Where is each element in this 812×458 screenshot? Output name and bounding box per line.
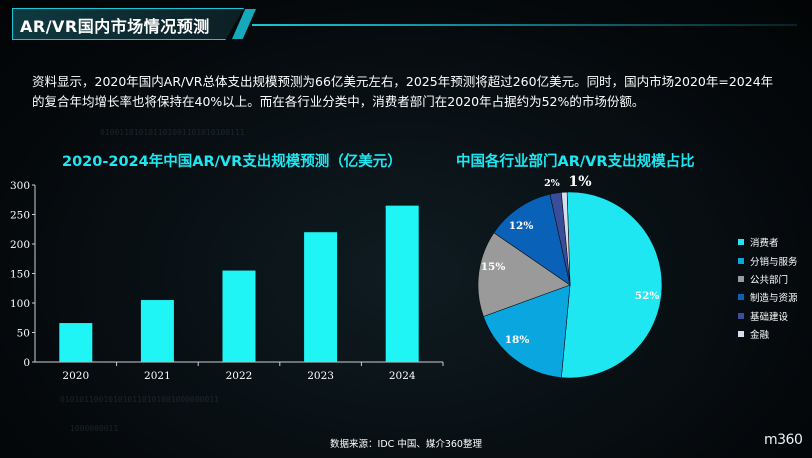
pie-data-label: 12% bbox=[509, 220, 534, 232]
bar-2021 bbox=[140, 300, 174, 362]
legend-label: 消费者 bbox=[750, 238, 779, 250]
legend-swatch bbox=[738, 275, 744, 282]
bar-chart-title: 2020-2024年中国AR/VR支出规模预测（亿美元） bbox=[62, 154, 402, 170]
legend-swatch bbox=[738, 257, 744, 264]
y-tick-label: 0 bbox=[23, 357, 30, 369]
y-tick-label: 50 bbox=[17, 328, 30, 340]
y-tick-label: 250 bbox=[10, 210, 30, 222]
pie-data-label: 52% bbox=[635, 290, 660, 302]
y-tick-label: 100 bbox=[10, 298, 30, 310]
bar-2022 bbox=[222, 270, 256, 362]
bar-2023 bbox=[304, 232, 338, 362]
x-tick-label: 2021 bbox=[144, 370, 171, 382]
legend-swatch bbox=[738, 294, 744, 301]
background-binary-text: 010011010101101001101010100111 bbox=[100, 128, 245, 137]
pie-chart-title: 中国各行业部门AR/VR支出规模占比 bbox=[456, 154, 695, 170]
pie-slice-3 bbox=[493, 193, 571, 286]
x-tick-label: 2023 bbox=[307, 370, 334, 382]
bar-2024 bbox=[385, 205, 419, 362]
legend-label: 公共部门 bbox=[750, 274, 789, 286]
pie-data-label: 1% bbox=[568, 174, 591, 190]
title-accent-line bbox=[252, 24, 797, 26]
pie-slice-1 bbox=[483, 284, 571, 378]
legend-item: 基础建设 bbox=[738, 307, 798, 325]
pie-slice-5 bbox=[561, 191, 571, 286]
legend-item: 公共部门 bbox=[738, 270, 798, 288]
legend-item: 金融 bbox=[738, 325, 798, 343]
brand-logo: m360 bbox=[764, 432, 803, 448]
legend-item: 消费者 bbox=[738, 233, 798, 251]
legend-label: 制造与资源 bbox=[750, 293, 798, 305]
legend-swatch bbox=[738, 312, 744, 319]
background-binary-text: 010101100101010110101001000000011 bbox=[60, 395, 219, 404]
pie-data-label: 15% bbox=[481, 261, 506, 273]
pie-data-label: 18% bbox=[505, 334, 530, 346]
pie-slice-2 bbox=[477, 232, 571, 317]
y-tick-label: 150 bbox=[10, 269, 30, 281]
background-binary-text: 1000000011 bbox=[70, 424, 119, 433]
legend-label: 分销与服务 bbox=[750, 256, 798, 268]
x-tick-label: 2024 bbox=[389, 370, 416, 382]
y-tick-label: 300 bbox=[10, 180, 30, 192]
legend-swatch bbox=[738, 239, 744, 246]
legend-label: 基础建设 bbox=[750, 311, 789, 323]
pie-legend: 消费者分销与服务公共部门制造与资源基础建设金融 bbox=[738, 233, 798, 343]
legend-swatch bbox=[738, 331, 744, 338]
legend-label: 金融 bbox=[750, 330, 770, 342]
page-title: AR/VR国内市场情况预测 bbox=[20, 17, 210, 36]
x-tick-label: 2022 bbox=[226, 370, 253, 382]
title-bar bbox=[12, 8, 244, 40]
y-tick-label: 200 bbox=[10, 239, 30, 251]
description-text: 资料显示，2020年国内AR/VR总体支出规模预测为66亿美元左右，2025年预… bbox=[32, 74, 774, 109]
x-tick-label: 2020 bbox=[62, 370, 89, 382]
legend-item: 分销与服务 bbox=[738, 251, 798, 269]
data-source: 数据来源：IDC 中国、媒介360整理 bbox=[330, 439, 482, 450]
legend-item: 制造与资源 bbox=[738, 288, 798, 306]
pie-slice-0 bbox=[561, 191, 663, 379]
bar-2020 bbox=[59, 323, 93, 362]
pie-data-label: 2% bbox=[544, 178, 560, 189]
